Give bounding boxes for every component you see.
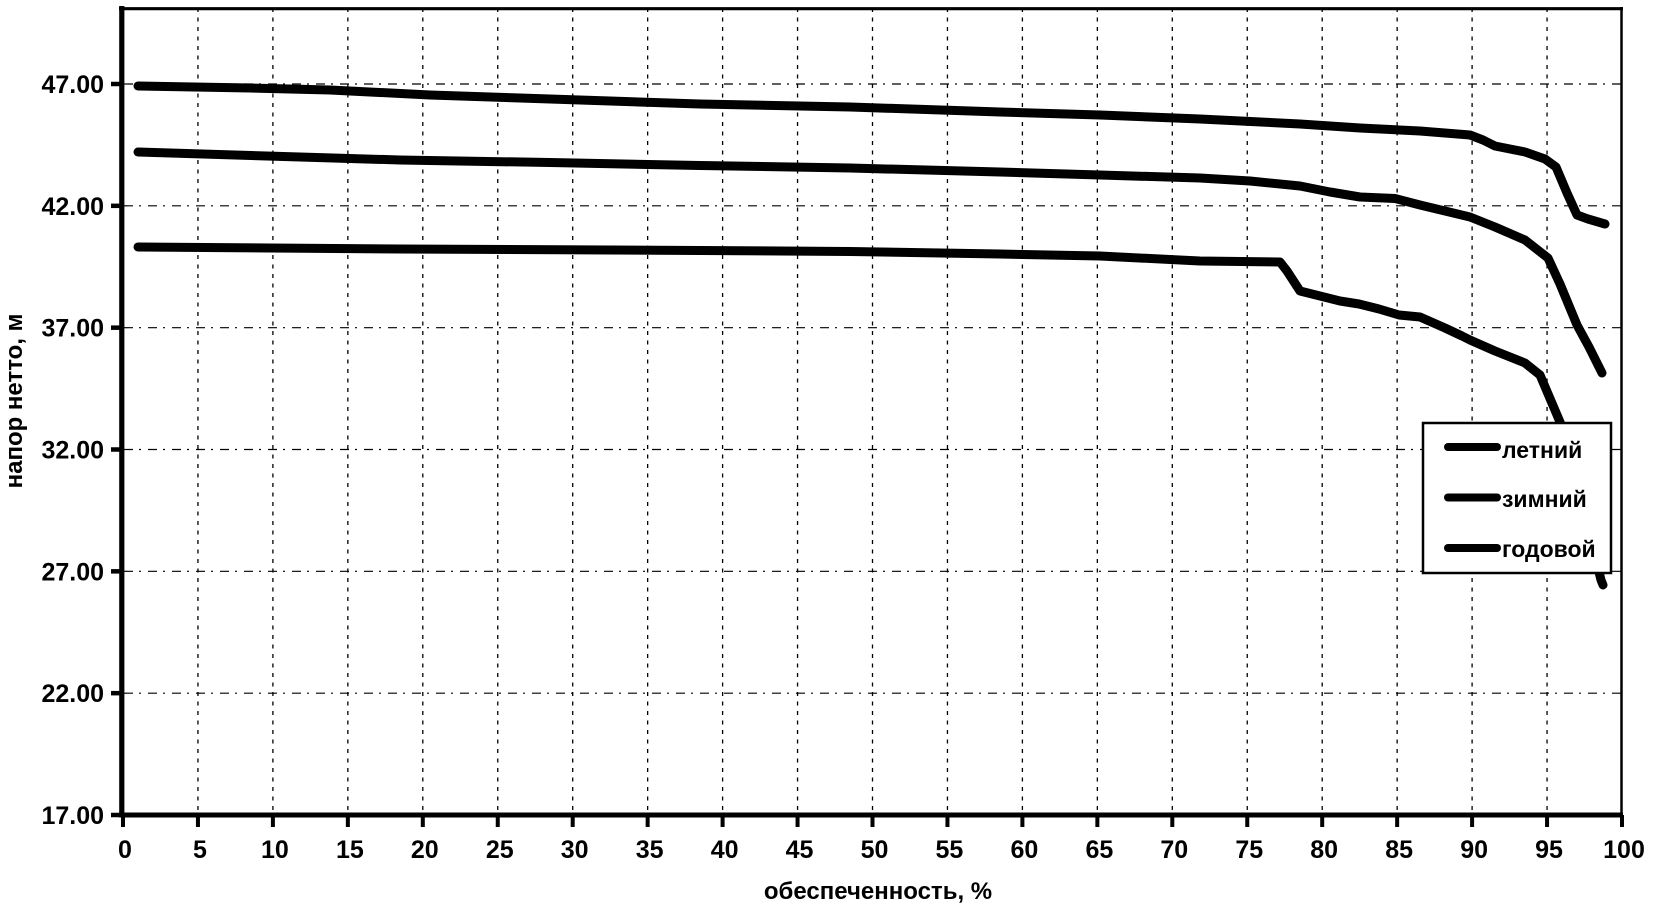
svg-text:35: 35 (636, 836, 664, 864)
svg-text:75: 75 (1235, 836, 1263, 864)
svg-text:45: 45 (786, 836, 814, 864)
svg-text:100: 100 (1603, 836, 1645, 864)
svg-text:зимний: зимний (1502, 486, 1587, 512)
svg-text:17.00: 17.00 (41, 802, 104, 830)
svg-text:22.00: 22.00 (41, 680, 104, 708)
svg-text:27.00: 27.00 (41, 558, 104, 586)
svg-text:60: 60 (1010, 836, 1038, 864)
svg-text:5: 5 (193, 836, 207, 864)
svg-text:20: 20 (411, 836, 439, 864)
svg-text:32.00: 32.00 (41, 436, 104, 464)
svg-text:10: 10 (261, 836, 289, 864)
svg-text:напор нетто, м: напор нетто, м (1, 314, 28, 489)
svg-text:65: 65 (1085, 836, 1113, 864)
svg-text:0: 0 (118, 836, 132, 864)
svg-text:90: 90 (1460, 836, 1488, 864)
svg-text:25: 25 (486, 836, 514, 864)
svg-text:37.00: 37.00 (41, 315, 104, 343)
svg-text:80: 80 (1310, 836, 1338, 864)
svg-text:95: 95 (1535, 836, 1563, 864)
svg-text:55: 55 (936, 836, 964, 864)
svg-text:85: 85 (1385, 836, 1413, 864)
svg-text:обеспеченность, %: обеспеченность, % (764, 878, 992, 905)
svg-text:42.00: 42.00 (41, 193, 104, 221)
svg-text:годовой: годовой (1502, 536, 1596, 562)
svg-text:70: 70 (1160, 836, 1188, 864)
svg-text:47.00: 47.00 (41, 71, 104, 99)
svg-text:30: 30 (561, 836, 589, 864)
svg-text:40: 40 (711, 836, 739, 864)
svg-text:летний: летний (1502, 437, 1582, 463)
svg-text:15: 15 (336, 836, 364, 864)
svg-text:50: 50 (861, 836, 889, 864)
